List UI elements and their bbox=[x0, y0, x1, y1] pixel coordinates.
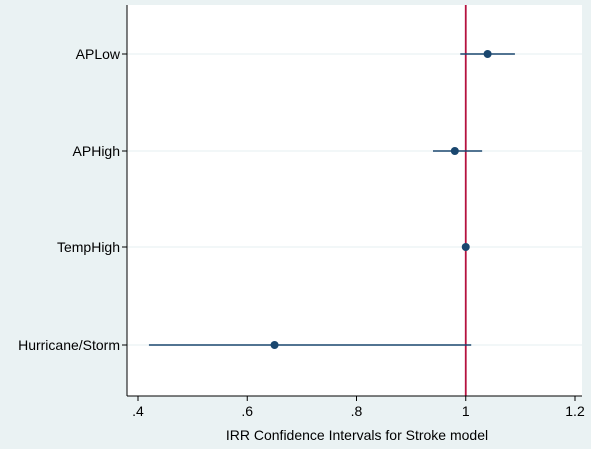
point-aplow bbox=[483, 50, 492, 58]
point-aphigh bbox=[450, 147, 459, 155]
axes: APLow APHigh TempHigh Hurricane/Storm .4 .6 .8… bbox=[18, 5, 585, 419]
point-hurricane-storm bbox=[270, 341, 279, 349]
point-estimates bbox=[270, 50, 492, 349]
y-tick-label-aplow: APLow bbox=[76, 46, 121, 62]
y-tick-label-aphigh: APHigh bbox=[73, 143, 120, 159]
x-tick-label-0-4: .4 bbox=[132, 403, 144, 419]
x-tick-label-0-8: .8 bbox=[351, 403, 363, 419]
y-tick-label-hurricane-storm: Hurricane/Storm bbox=[18, 337, 120, 353]
x-tick-label-1-2: 1.2 bbox=[565, 403, 585, 419]
x-tick-label-0-6: .6 bbox=[241, 403, 253, 419]
x-tick-label-1: 1 bbox=[462, 403, 470, 419]
y-tick-label-temphigh: TempHigh bbox=[57, 239, 120, 255]
x-axis-title: IRR Confidence Intervals for Stroke mode… bbox=[226, 427, 488, 443]
plot-area bbox=[127, 5, 582, 396]
point-temphigh bbox=[461, 243, 470, 251]
